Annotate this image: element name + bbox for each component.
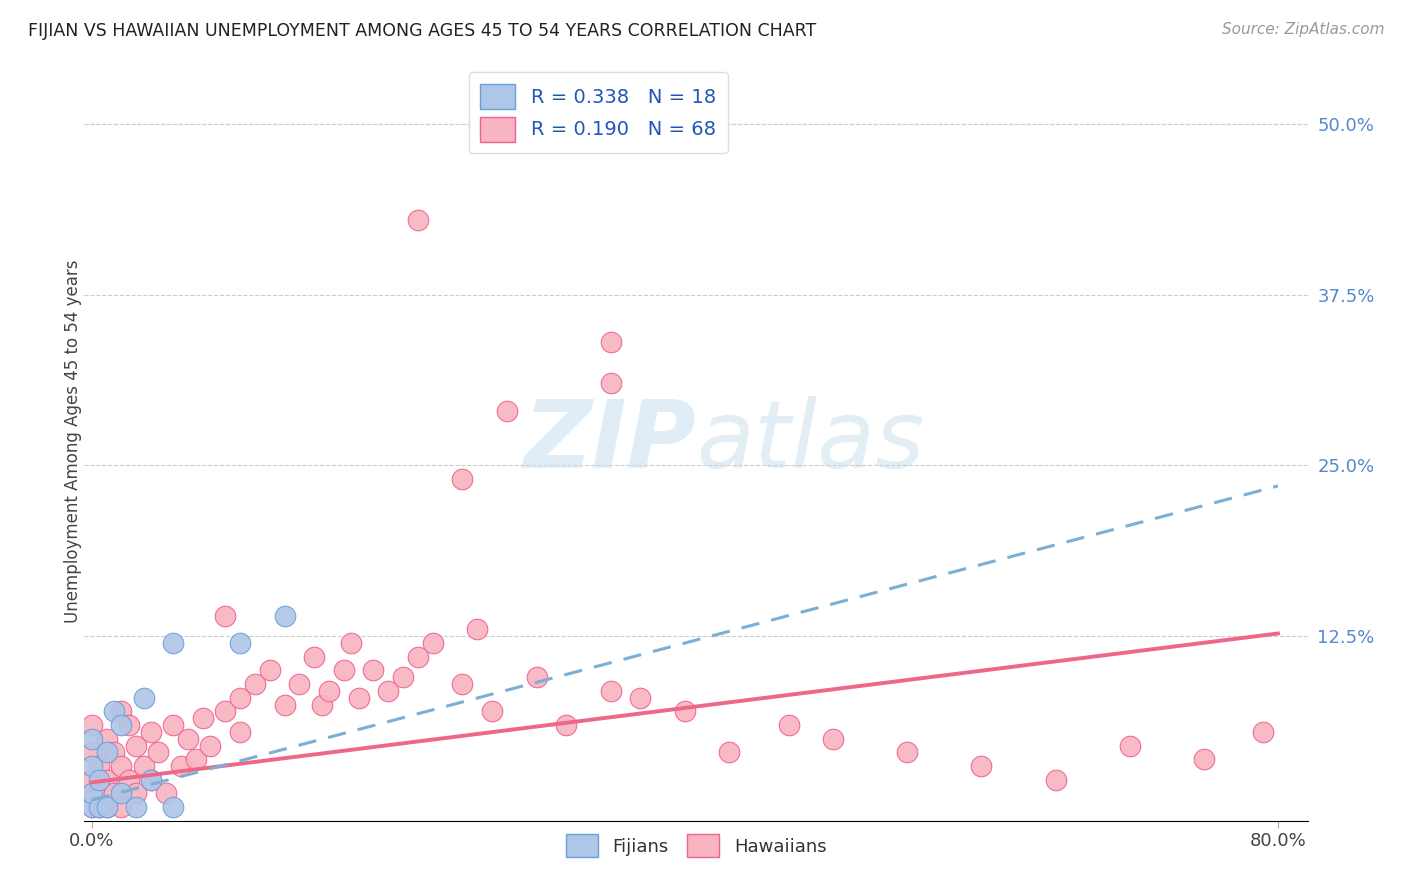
Point [451,472,474,486]
Point [132,690,155,705]
Point [110,800,132,814]
Point [526,670,548,684]
Point [125,786,148,800]
Point [599,684,621,698]
Point [80,731,103,746]
Point [599,376,621,391]
Point [110,704,132,718]
Point [80,800,103,814]
Point [243,677,266,691]
Point [110,786,132,800]
Point [406,649,429,664]
Point [288,677,311,691]
Y-axis label: Unemployment Among Ages 45 to 54 years: Unemployment Among Ages 45 to 54 years [65,260,82,624]
Text: ZIP: ZIP [523,395,696,488]
Point [103,786,125,800]
Point [823,731,845,746]
Point [273,698,295,712]
Point [162,800,184,814]
Point [496,404,519,418]
Point [214,704,236,718]
Point [170,759,193,773]
Point [422,636,444,650]
Point [229,724,252,739]
Point [155,786,177,800]
Point [103,745,125,759]
Point [599,335,621,350]
Point [214,608,236,623]
Point [718,745,741,759]
Point [191,711,214,725]
Point [96,731,118,746]
Point [80,718,103,732]
Point [80,800,103,814]
Point [311,698,333,712]
Point [628,690,651,705]
Point [80,772,103,787]
Point [333,664,356,678]
Point [132,759,155,773]
Point [229,636,252,650]
Point [80,745,103,759]
Point [103,704,125,718]
Point [347,690,370,705]
Point [259,664,281,678]
Point [363,664,385,678]
Point [89,772,111,787]
Point [89,800,111,814]
Point [184,752,207,766]
Point [162,718,184,732]
Text: FIJIAN VS HAWAIIAN UNEMPLOYMENT AMONG AGES 45 TO 54 YEARS CORRELATION CHART: FIJIAN VS HAWAIIAN UNEMPLOYMENT AMONG AG… [28,22,817,40]
Point [340,636,363,650]
Point [451,677,474,691]
Point [96,800,118,814]
Point [139,772,162,787]
Point [970,759,993,773]
Point [96,772,118,787]
Point [377,684,399,698]
Point [118,718,141,732]
Text: Source: ZipAtlas.com: Source: ZipAtlas.com [1222,22,1385,37]
Point [162,636,184,650]
Point [96,800,118,814]
Point [465,623,488,637]
Point [110,759,132,773]
Point [89,800,111,814]
Point [406,212,429,227]
Point [80,786,103,800]
Point [555,718,578,732]
Point [273,608,295,623]
Point [481,704,503,718]
Point [80,759,103,773]
Point [125,800,148,814]
Point [778,718,800,732]
Point [177,731,200,746]
Point [392,670,415,684]
Point [1251,724,1274,739]
Legend: Fijians, Hawaiians: Fijians, Hawaiians [558,827,834,864]
Point [139,724,162,739]
Point [1192,752,1215,766]
Point [673,704,696,718]
Point [1045,772,1067,787]
Point [1118,739,1140,753]
Point [96,745,118,759]
Point [229,690,252,705]
Point [80,786,103,800]
Text: atlas: atlas [696,396,924,487]
Point [110,718,132,732]
Point [125,739,148,753]
Point [200,739,222,753]
Point [318,684,340,698]
Point [302,649,325,664]
Point [139,772,162,787]
Point [896,745,918,759]
Point [89,759,111,773]
Point [148,745,170,759]
Point [118,772,141,787]
